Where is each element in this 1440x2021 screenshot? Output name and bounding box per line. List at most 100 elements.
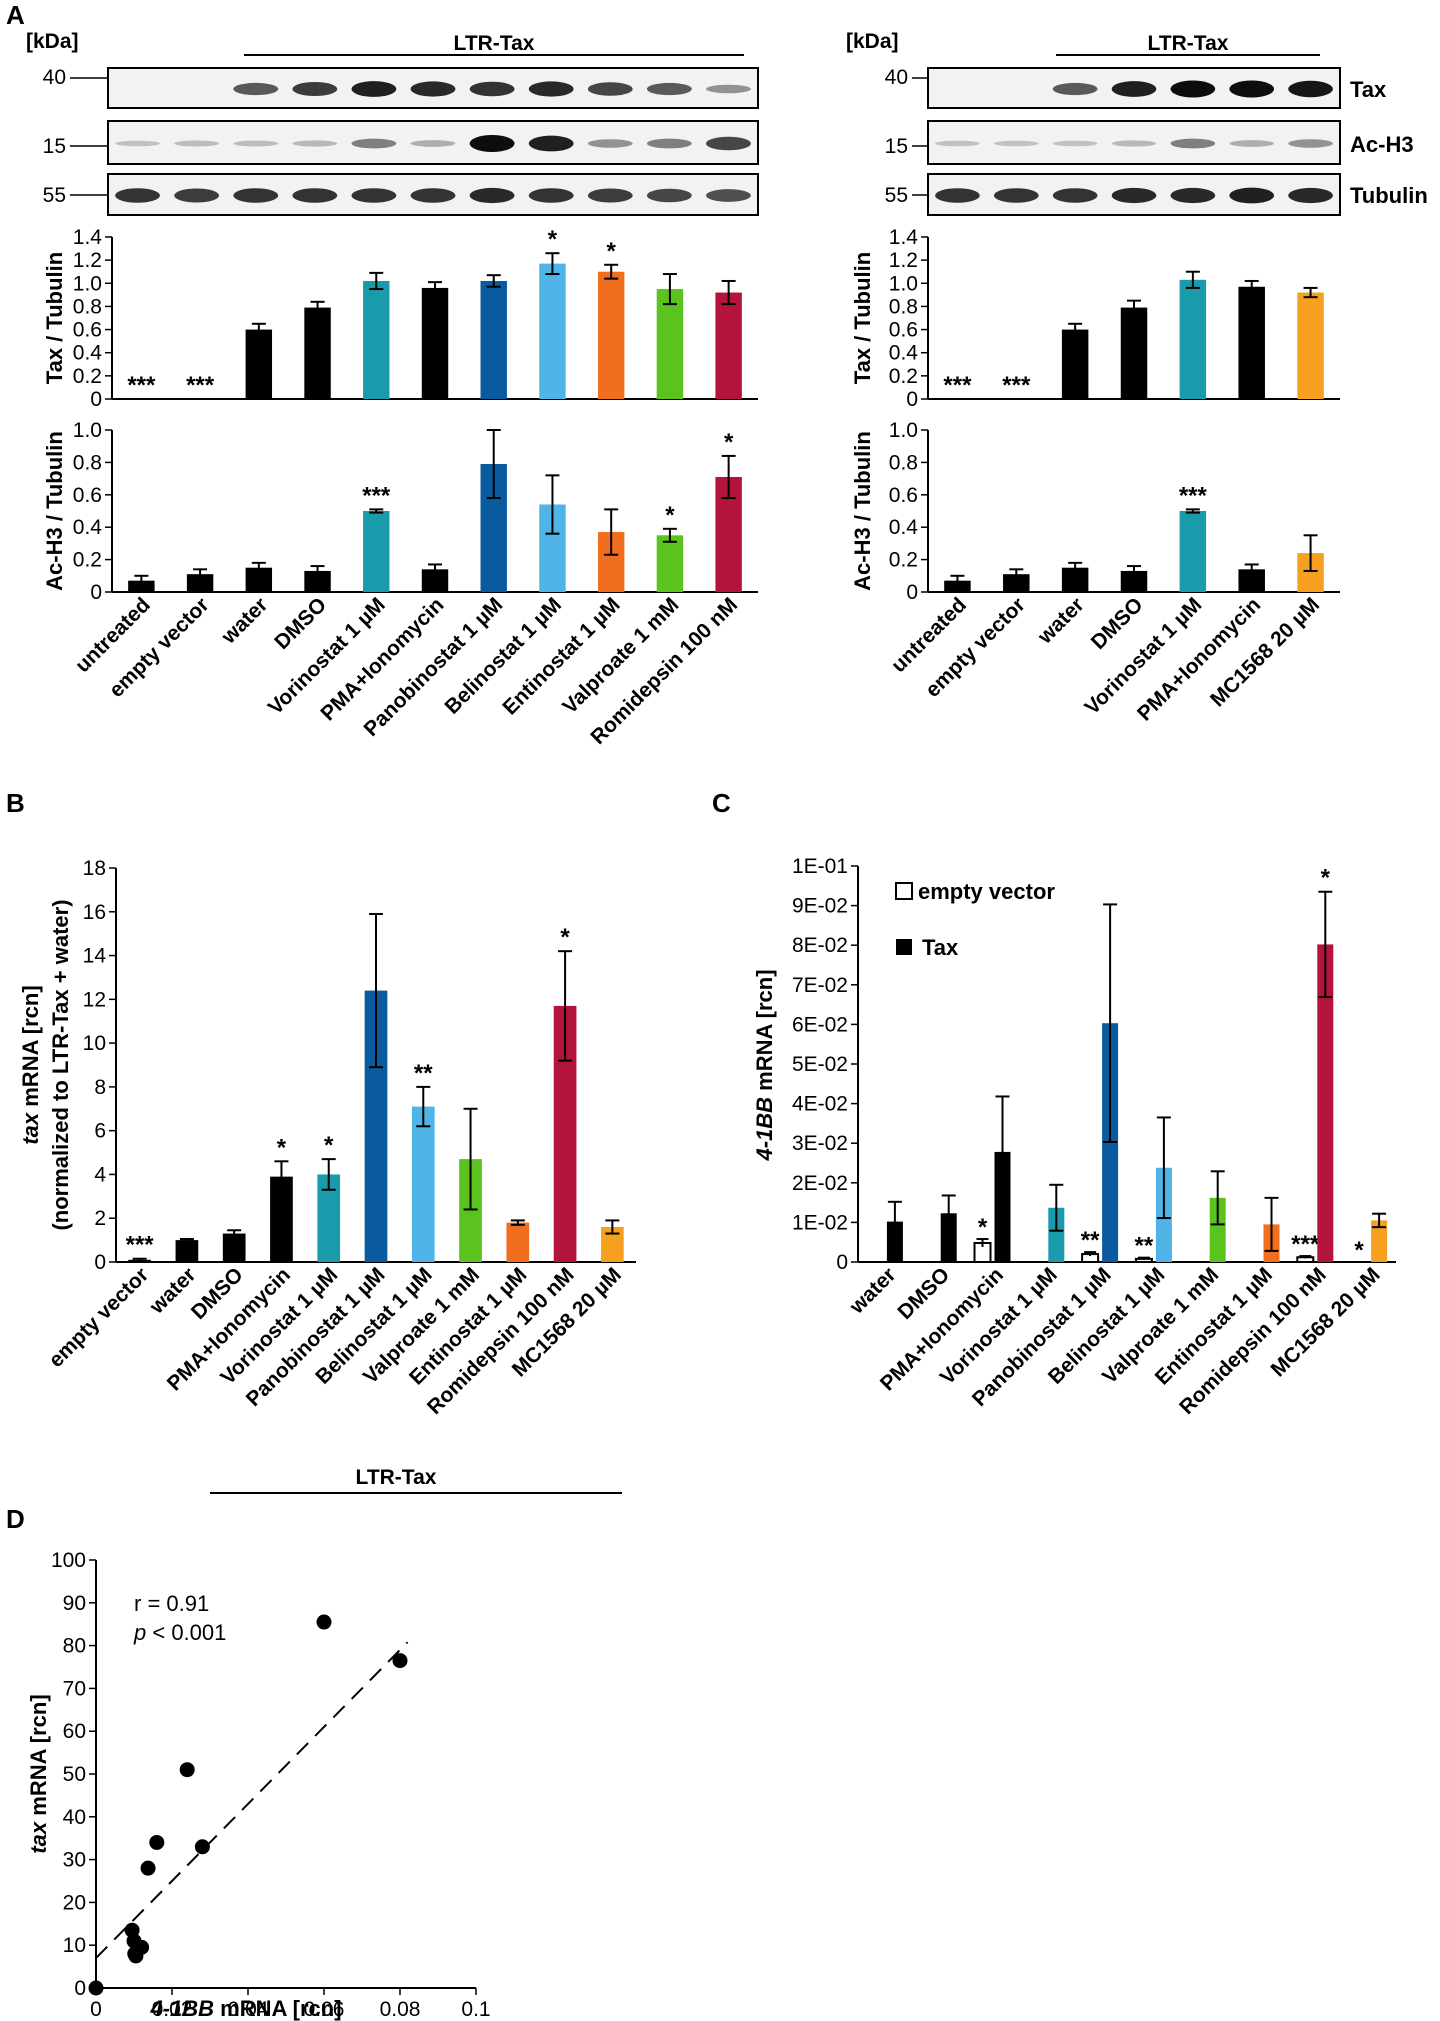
- blot-left: [kDa] LTR-Tax 40 15 55: [26, 30, 759, 216]
- y-tick-label: 1.0: [889, 272, 918, 295]
- bar-water: [1061, 329, 1089, 399]
- y-axis-label: Tax / Tubulin: [850, 252, 875, 384]
- y-tick-label: 1.4: [73, 226, 103, 249]
- blot-band: [1229, 140, 1275, 147]
- y-tick-label: 0.2: [889, 365, 918, 388]
- bar-dmso: [222, 1233, 246, 1262]
- blot-band: [587, 188, 633, 203]
- blot-band: [292, 188, 338, 203]
- bar-vorinostat-1-m: [317, 1174, 341, 1262]
- significance-marker: ***: [1002, 372, 1031, 399]
- blot-band: [1052, 140, 1098, 147]
- chart-a-left-tax: 00.20.40.60.81.01.21.4*** **** *Tax / Tubu…: [42, 226, 758, 411]
- significance-marker: *: [548, 226, 558, 253]
- y-tick-label: 1.0: [889, 419, 918, 442]
- bar-water: [245, 329, 273, 399]
- blot-band: [292, 140, 338, 147]
- y-tick-label: 16: [83, 901, 106, 924]
- blot-band: [1111, 81, 1157, 97]
- y-tick-label: 80: [63, 1635, 86, 1658]
- blot-band: [410, 188, 456, 203]
- y-axis-label: Ac-H3 / Tubulin: [850, 431, 875, 591]
- y-tick-label: 0.2: [889, 549, 918, 572]
- data-point: [88, 1980, 104, 1996]
- blot-band: [174, 188, 220, 203]
- significance-marker: *: [1321, 865, 1331, 892]
- y-tick-label: 0: [836, 1251, 848, 1274]
- y-tick-label: 6E-02: [792, 1013, 848, 1036]
- category-label-mc1568-20-m: MC1568 20 µM: [1206, 593, 1324, 711]
- blot-label-tax: Tax: [1350, 77, 1387, 102]
- y-axis-label: tax mRNA [rcn]: [18, 985, 43, 1144]
- blot-band: [1288, 80, 1333, 98]
- blot-band: [1229, 80, 1275, 98]
- bar-vorinostat-1-m: [1179, 511, 1207, 592]
- blot-band: [1111, 140, 1157, 147]
- y-tick-label: 0.8: [889, 451, 918, 474]
- blot-band: [1111, 187, 1157, 204]
- y-tick-label: 0: [90, 388, 102, 411]
- regression-line: [95, 1641, 409, 1959]
- y-tick-label: 4E-02: [792, 1093, 848, 1116]
- x-tick-label: 0: [90, 1998, 102, 2021]
- blot-band: [233, 82, 279, 96]
- blot-band: [528, 81, 574, 97]
- ltr-tax-label-b: LTR-Tax: [356, 1466, 437, 1489]
- blot-band: [706, 189, 751, 202]
- panel-letter-c: C: [712, 788, 731, 818]
- significance-marker: *: [324, 1132, 334, 1159]
- bar-tax-mc1568-20-m: [1371, 1220, 1388, 1262]
- y-tick-label: 0.4: [889, 516, 919, 539]
- y-tick-label: 30: [63, 1849, 86, 1872]
- bar-pma-ionomycin: [270, 1176, 293, 1262]
- legend-label-tax: Tax: [922, 935, 959, 960]
- x-axis-label: 4-1BB mRNA [rcn]: [149, 1996, 341, 2021]
- bar-mc1568-20-m: [1297, 292, 1324, 399]
- marker-15: 15: [43, 135, 66, 158]
- y-axis-label: Ac-H3 / Tubulin: [42, 431, 67, 591]
- significance-marker: **: [1135, 1233, 1154, 1260]
- x-tick-label: 0.08: [380, 1998, 421, 2021]
- x-tick-label: 0.04: [228, 1998, 269, 2021]
- bar-belinostat-1-m: [411, 1106, 435, 1262]
- y-tick-label: 0.6: [889, 484, 918, 507]
- y-tick-label: 8: [94, 1076, 106, 1099]
- y-axis-label: Tax / Tubulin: [42, 252, 67, 384]
- significance-marker: *: [277, 1134, 287, 1161]
- blot-right-rows: [927, 67, 1341, 216]
- blot-band: [1052, 188, 1098, 203]
- blot-band: [1170, 80, 1216, 98]
- y-tick-label: 50: [63, 1763, 86, 1786]
- chart-d: 0 10 20 30 40 50 60 70 80 90 100 0 0.02 0.04 0.06 0.08 0…: [26, 1549, 491, 2021]
- y-tick-label: 10: [83, 1032, 106, 1055]
- significance-marker: ***: [943, 372, 972, 399]
- legend-swatch-tax: [896, 939, 912, 955]
- x-tick-label: 0.06: [304, 1998, 345, 2021]
- blot-band: [351, 188, 397, 203]
- bar-panobinostat-1-m: [364, 990, 388, 1262]
- y-tick-label: 0.4: [889, 342, 919, 365]
- significance-marker: *: [560, 924, 570, 951]
- y-tick-label: 4: [94, 1163, 106, 1186]
- blot-band: [935, 188, 980, 203]
- bar-dmso: [1120, 307, 1148, 399]
- data-point: [134, 1939, 150, 1955]
- bar-tax-romidepsin-100-nm: [1317, 944, 1334, 1262]
- ltr-tax-label: LTR-Tax: [454, 32, 535, 55]
- blot-band: [993, 140, 1039, 147]
- y-tick-label: 40: [63, 1806, 86, 1829]
- y-tick-label: 1.2: [889, 249, 918, 272]
- blot-band: [706, 84, 751, 94]
- blot-band: [292, 82, 338, 96]
- bar-tax-vorinostat-1-m: [1048, 1207, 1065, 1262]
- significance-marker: **: [1081, 1227, 1100, 1254]
- y-tick-label: 1.2: [73, 249, 102, 272]
- y-axis-label-line2: (normalized to LTR-Tax + water): [48, 899, 73, 1230]
- y-tick-label: 0.8: [73, 295, 102, 318]
- y-axis-label: 4-1BB mRNA [rcn]: [752, 969, 777, 1161]
- y-tick-label: 0.6: [73, 484, 102, 507]
- blot-band: [469, 135, 515, 152]
- p-value-italic: p: [133, 1620, 146, 1645]
